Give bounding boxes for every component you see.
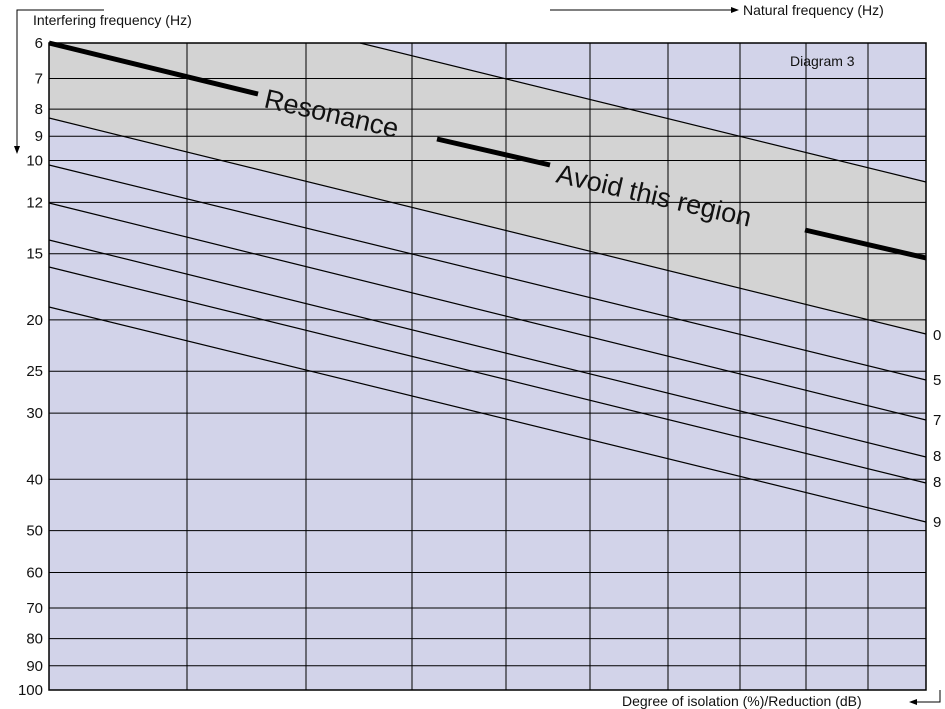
y-axis-bracket [16, 9, 104, 147]
y-tick-label: 80 [26, 631, 43, 648]
series-end-label: 8 [933, 474, 941, 491]
y-tick-label: 90 [26, 658, 43, 675]
series-line [48, 164, 927, 381]
resonance-line-seg-3 [804, 227, 927, 261]
series-lines [48, 42, 927, 523]
y-axis-title: Interfering frequency (Hz) [33, 12, 192, 28]
x-axis-title: Natural frequency (Hz) [743, 2, 884, 18]
y-tick-label: 15 [26, 246, 43, 263]
series-line [48, 117, 927, 335]
x-axis-arrowhead [731, 7, 739, 13]
series-axis-arrowhead [909, 699, 917, 705]
resonance-line [48, 40, 927, 261]
series-axis-title: Degree of isolation (%)/Reduction (dB) [622, 693, 862, 709]
series-line [359, 42, 927, 183]
series-line [48, 266, 927, 484]
y-tick-label: 100 [18, 682, 43, 699]
series-line [48, 239, 927, 458]
y-tick-label: 30 [26, 405, 43, 422]
resonance-line-seg-1 [48, 40, 259, 97]
y-tick-label: 10 [26, 152, 43, 169]
y-tick-label: 50 [26, 523, 43, 540]
series-end-label: 0 [933, 327, 941, 344]
y-tick-label: 20 [26, 312, 43, 329]
y-tick-label: 9 [35, 128, 43, 145]
chart-title: Diagram 3 [790, 53, 855, 69]
plot-frame [48, 42, 927, 691]
y-tick-label: 8 [35, 101, 43, 118]
y-tick-label: 40 [26, 471, 43, 488]
y-tick-label: 70 [26, 600, 43, 617]
y-tick-labels: 6 7 8 9 10 12 15 20 25 30 40 50 60 70 80 90 100 [18, 35, 43, 699]
y-tick-label: 25 [26, 363, 43, 380]
series-end-label: 7 [933, 412, 941, 429]
y-axis-arrowhead [14, 146, 20, 154]
y-tick-label: 60 [26, 565, 43, 582]
resonance-line-seg-2 [436, 136, 551, 168]
y-tick-label: 7 [35, 70, 43, 87]
series-end-label: 8 [933, 448, 941, 465]
series-line [48, 306, 927, 523]
series-line [48, 202, 927, 421]
series-end-label: 9 [933, 514, 941, 531]
series-end-label: 5 [933, 372, 941, 389]
series-end-labels: 0 5 7 8 8 9 [933, 327, 941, 531]
series-axis-bracket [915, 690, 941, 703]
y-tick-label: 6 [35, 35, 43, 52]
y-tick-label: 12 [26, 194, 43, 211]
avoid-region [49, 43, 926, 334]
